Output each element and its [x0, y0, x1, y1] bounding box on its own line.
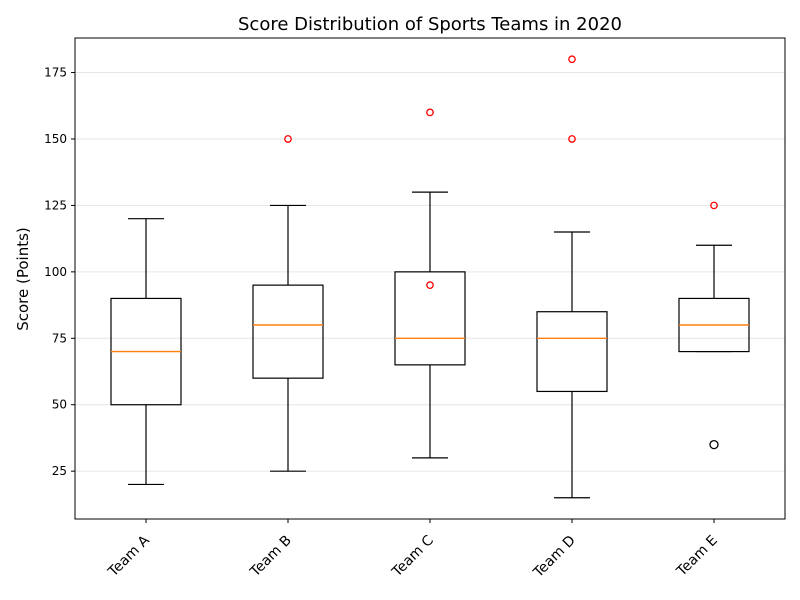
outlier-point-red [710, 201, 718, 210]
box-team-a [110, 218, 182, 486]
iqr-box [394, 271, 466, 366]
y-tick-label: 25 [52, 464, 67, 478]
outlier-point [709, 439, 719, 450]
box-team-c [394, 191, 466, 459]
y-axis-title: Score (Points) [14, 227, 32, 331]
outlier-point-red [426, 108, 434, 117]
chart-title: Score Distribution of Sports Teams in 20… [238, 14, 622, 35]
x-tick-label: Team A [105, 532, 153, 580]
x-tick-label: Team E [673, 533, 721, 581]
box-layer [110, 191, 750, 499]
axis-layer: 25 50 75 100 125 150 175 Team A Team B Team C Team… [44, 37, 786, 582]
box-team-b [252, 204, 324, 472]
x-tick-label: Team B [247, 533, 295, 581]
outlier-point-red [568, 55, 576, 64]
y-tick-label: 100 [44, 265, 67, 279]
outlier-point-red [568, 135, 576, 143]
y-tick-label: 75 [52, 331, 67, 345]
x-tick-label: Team C [389, 532, 437, 580]
box-team-e [678, 244, 750, 353]
box-team-d [536, 231, 608, 499]
x-tick-label: Team D [530, 533, 579, 582]
y-tick-label: 150 [44, 132, 67, 146]
y-tick-label: 175 [44, 66, 67, 80]
y-tick-label: 50 [52, 398, 67, 412]
outlier-point-red [426, 281, 434, 289]
y-tick-label: 125 [44, 198, 67, 212]
outlier-layer [284, 55, 719, 450]
outlier-point-red [284, 135, 292, 143]
iqr-box [536, 311, 608, 393]
iqr-box [252, 284, 324, 379]
